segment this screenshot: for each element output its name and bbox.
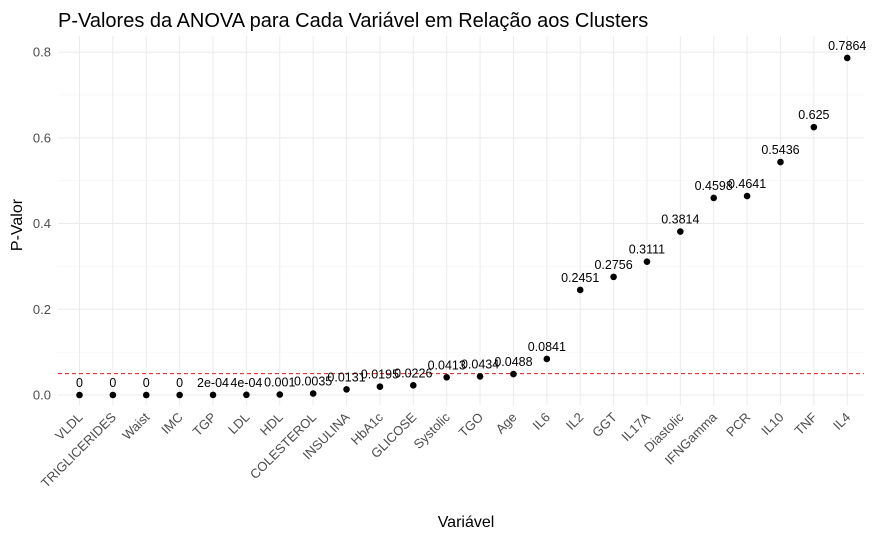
x-tick-label: GGT <box>589 409 620 440</box>
data-point <box>777 158 784 166</box>
x-tick-label: HDL <box>257 410 286 439</box>
data-label: 0.3111 <box>629 243 665 257</box>
data-label: 0.0226 <box>394 366 432 380</box>
data-label: 0.3814 <box>661 213 699 227</box>
data-point <box>476 373 484 380</box>
data-label: 0.4598 <box>695 179 733 193</box>
x-tick-label: IL6 <box>530 410 553 433</box>
data-point <box>710 194 718 202</box>
x-tick-label: Age <box>493 410 520 437</box>
grid <box>58 36 864 405</box>
data-point <box>309 390 317 397</box>
data-point <box>243 391 250 399</box>
data-point <box>843 54 851 62</box>
data-label: 2e-04 <box>197 376 229 390</box>
data-point <box>276 391 284 398</box>
x-tick-label: IL4 <box>830 410 853 433</box>
y-tick-label: 0.2 <box>33 302 51 317</box>
data-label: 0.0434 <box>461 357 499 371</box>
data-point <box>810 123 818 131</box>
data-label: 0.0195 <box>361 368 399 382</box>
x-tick-label: TGO <box>456 410 487 441</box>
data-labels: 0 0 0 0 2e-04 4e-04 0.0010.00350.01310.01950.0… <box>76 39 866 390</box>
data-label: 0.7864 <box>828 39 866 53</box>
data-point <box>643 258 651 265</box>
data-label: 0.001 <box>264 376 295 390</box>
data-point <box>176 391 183 399</box>
x-tick-label: Waist <box>119 409 153 443</box>
y-tick-label: 0.8 <box>33 45 51 60</box>
data-points <box>76 54 851 399</box>
data-label: 0.2756 <box>594 258 632 272</box>
data-label: 0 <box>143 376 150 390</box>
data-label: 0.0131 <box>327 370 365 384</box>
data-point <box>543 355 551 363</box>
x-axis-title: Variável <box>438 514 495 531</box>
data-label: 0.2451 <box>561 271 599 285</box>
data-point <box>510 370 517 378</box>
data-point <box>376 383 384 390</box>
data-label: 0 <box>109 376 116 390</box>
data-point <box>343 386 350 393</box>
data-label: 0.625 <box>798 108 829 122</box>
y-tick-label: 0.4 <box>33 216 51 231</box>
data-label: 0.0488 <box>494 355 532 369</box>
x-tick-label: PCR <box>723 410 753 440</box>
data-point <box>109 391 117 399</box>
x-tick-label: LDL <box>225 410 252 437</box>
y-tick-label: 0.0 <box>33 388 51 403</box>
x-tick-label: TNF <box>791 409 820 438</box>
data-point <box>410 382 417 389</box>
data-label: 4e-04 <box>230 376 262 390</box>
data-point <box>610 273 617 281</box>
y-axis-ticks: 0.0 0.2 0.4 0.6 0.8 <box>33 45 51 403</box>
data-label: 0 <box>176 376 183 390</box>
x-tick-label: IMC <box>158 410 185 437</box>
data-label: 0.5436 <box>761 143 799 157</box>
data-label: 0.0035 <box>294 374 332 388</box>
data-point <box>576 286 584 294</box>
data-label: 0.4641 <box>728 177 766 191</box>
x-tick-label: Systolic <box>411 409 454 452</box>
x-tick-label: IL2 <box>563 410 586 433</box>
x-tick-label: IL10 <box>758 410 787 439</box>
chart-title: P-Valores da ANOVA para Cada Variável em… <box>58 10 648 32</box>
x-tick-label: TGP <box>190 410 220 440</box>
data-point <box>743 192 751 200</box>
data-label: 0.0413 <box>428 358 466 372</box>
y-axis-title: P-Valor <box>9 198 26 251</box>
data-point <box>209 391 217 399</box>
data-label: 0.0841 <box>528 340 566 354</box>
data-point <box>76 391 83 399</box>
data-point <box>677 228 684 235</box>
data-label: 0 <box>76 376 83 390</box>
data-point <box>443 373 450 381</box>
data-point <box>142 391 150 399</box>
y-tick-label: 0.6 <box>33 130 51 145</box>
